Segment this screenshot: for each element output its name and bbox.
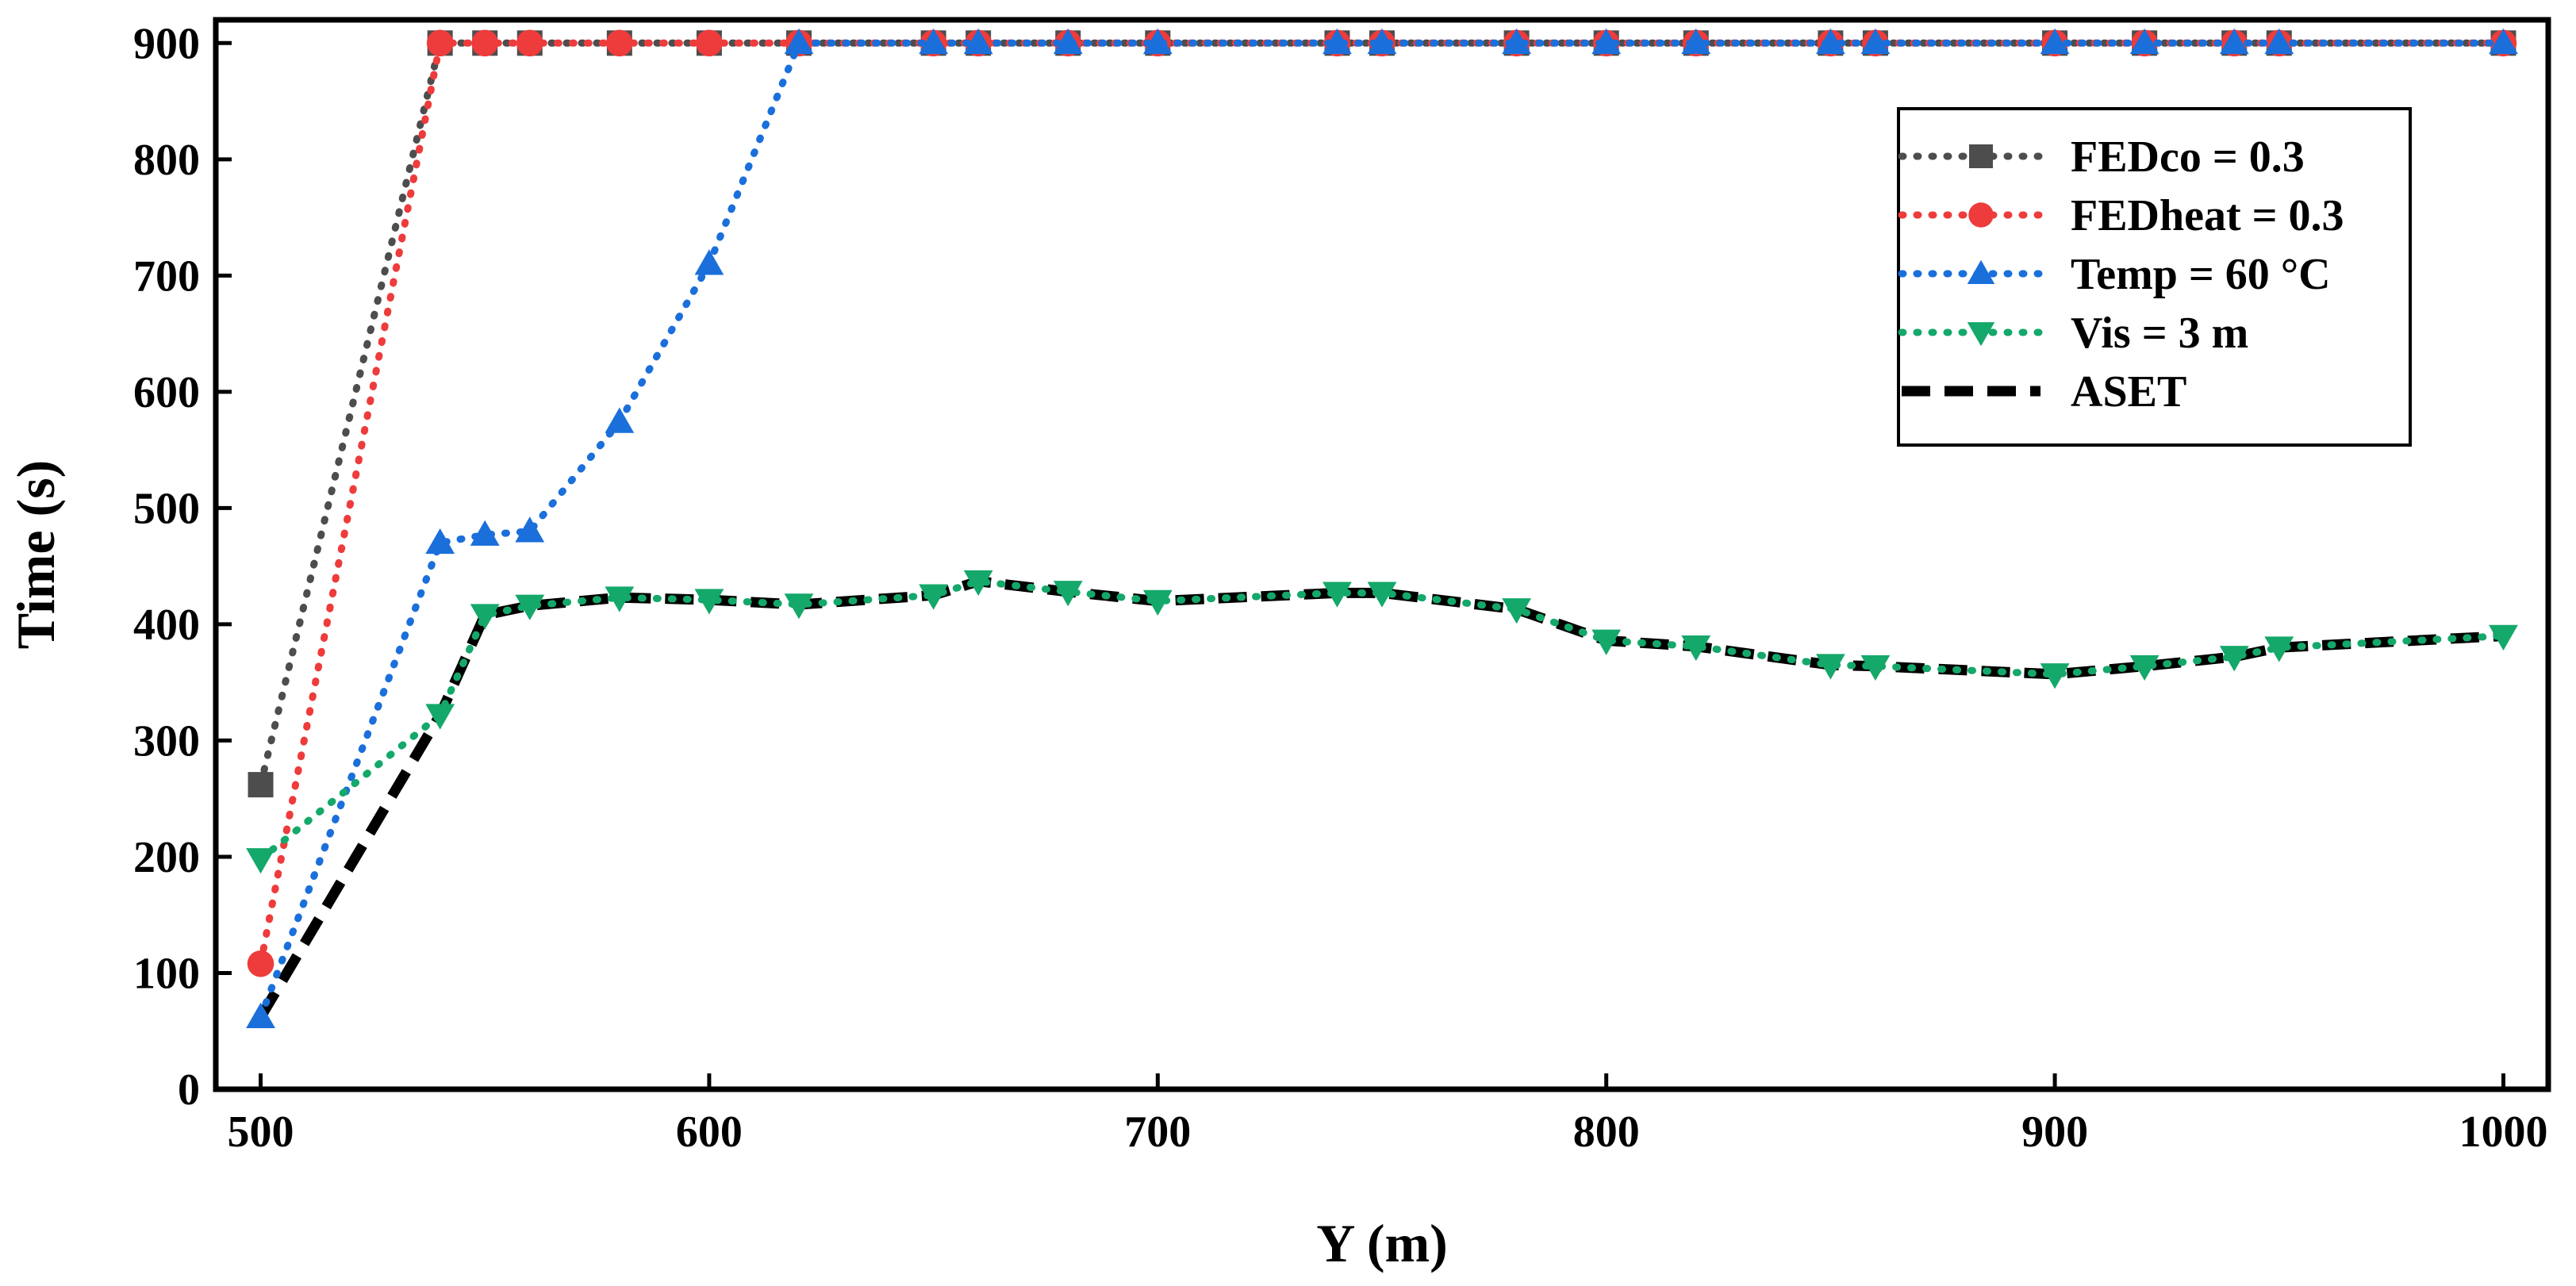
legend-label-temp-60-c: Temp = 60 °C [2071, 250, 2331, 299]
point-vis-3-m-6 [784, 593, 814, 620]
point-temp-60-c-8 [963, 28, 993, 55]
legend: FEDco = 0.3 FEDheat = 0.3 Temp = 60 °C Vis … [1897, 107, 2412, 447]
point-temp-60-c-1 [425, 528, 455, 555]
point-fedheat-0-3-4 [606, 29, 633, 57]
y-tick-label-9: 900 [133, 19, 200, 68]
y-tick-label-2: 200 [133, 833, 200, 882]
x-axis-title: Y (m) [1316, 1213, 1448, 1273]
point-temp-60-c-15 [1681, 28, 1711, 55]
series-vis-3-m [246, 570, 2518, 874]
point-vis-3-m-22 [2489, 624, 2518, 651]
point-temp-60-c-12 [1367, 28, 1397, 55]
point-temp-60-c-7 [919, 28, 949, 55]
point-temp-60-c-19 [2129, 28, 2159, 55]
point-temp-60-c-17 [1860, 28, 1891, 55]
point-temp-60-c-18 [2040, 28, 2070, 55]
point-vis-3-m-7 [919, 584, 949, 610]
series-line-vis-3-m [257, 578, 2507, 863]
point-vis-3-m-13 [1502, 598, 1532, 624]
point-temp-60-c-9 [1053, 28, 1083, 55]
point-vis-3-m-20 [2219, 646, 2249, 672]
series-aset [255, 576, 2504, 1020]
x-tick-label-4: 900 [2021, 1107, 2088, 1157]
point-temp-60-c-14 [1591, 28, 1622, 55]
series-temp-60-c [246, 28, 2518, 1028]
point-fedheat-0-3-5 [696, 29, 723, 57]
point-vis-3-m-1 [425, 704, 455, 730]
point-vis-3-m-19 [2129, 655, 2159, 681]
x-tick-label-3: 800 [1573, 1107, 1640, 1157]
legend-label-fedheat-0-3: FEDheat = 0.3 [2071, 191, 2344, 240]
point-vis-3-m-11 [1323, 582, 1352, 608]
point-temp-60-c-21 [2264, 28, 2294, 55]
y-tick-label-3: 300 [133, 716, 200, 766]
y-axis-title: Time (s) [6, 460, 66, 650]
legend-marker-fedco-0-3 [1969, 144, 1993, 168]
point-vis-3-m-4 [605, 586, 635, 612]
y-tick-label-6: 600 [133, 368, 200, 417]
legend-marker-temp-60-c [1967, 259, 1995, 284]
point-fedheat-0-3-2 [471, 29, 499, 57]
x-tick-label-1: 600 [676, 1107, 743, 1157]
point-vis-3-m-15 [1681, 635, 1711, 662]
legend-label-fedco-0-3: FEDco = 0.3 [2071, 132, 2305, 182]
point-vis-3-m-2 [470, 604, 500, 630]
point-vis-3-m-3 [515, 594, 545, 620]
series-line-temp-60-c [257, 39, 2507, 1021]
legend-label-vis-3-m: Vis = 3 m [2071, 309, 2248, 358]
point-vis-3-m-0 [246, 848, 275, 874]
y-tick-label-0: 0 [178, 1065, 200, 1115]
point-vis-3-m-17 [1860, 655, 1891, 681]
x-tick-label-0: 500 [228, 1107, 294, 1157]
point-temp-60-c-2 [470, 520, 500, 546]
point-temp-60-c-6 [784, 28, 814, 55]
point-temp-60-c-11 [1323, 28, 1352, 55]
point-vis-3-m-14 [1591, 629, 1622, 655]
y-tick-label-5: 500 [133, 484, 200, 533]
legend-marker-vis-3-m [1967, 322, 1995, 347]
point-temp-60-c-13 [1502, 28, 1532, 55]
point-temp-60-c-3 [515, 516, 545, 543]
point-temp-60-c-0 [246, 1002, 275, 1028]
point-vis-3-m-8 [963, 570, 993, 597]
x-tick-label-5: 1000 [2459, 1107, 2547, 1157]
axis-ticks: 500 600 700 800 900 1000 0 100 200 300 400 500 600 70… [133, 19, 2547, 1157]
point-vis-3-m-16 [1815, 654, 1845, 680]
point-vis-3-m-18 [2040, 663, 2070, 689]
point-temp-60-c-5 [694, 249, 724, 275]
legend-label-aset: ASET [2071, 367, 2186, 417]
point-fedheat-0-3-1 [426, 29, 454, 57]
point-vis-3-m-10 [1142, 589, 1173, 616]
point-fedheat-0-3-0 [247, 950, 274, 977]
y-tick-label-7: 700 [133, 251, 200, 301]
point-vis-3-m-12 [1367, 582, 1397, 608]
series-line-aset [255, 576, 2504, 1020]
point-vis-3-m-21 [2264, 636, 2294, 662]
point-temp-60-c-20 [2219, 28, 2249, 55]
point-fedco-0-3-0 [248, 772, 274, 798]
point-temp-60-c-16 [1815, 28, 1845, 55]
y-tick-label-8: 800 [133, 136, 200, 185]
legend-marker-fedheat-0-3 [1968, 202, 1994, 228]
y-tick-label-1: 100 [133, 949, 200, 998]
x-tick-label-2: 700 [1124, 1107, 1191, 1157]
series-layer [246, 28, 2518, 1028]
point-vis-3-m-9 [1053, 581, 1083, 607]
point-vis-3-m-5 [694, 589, 724, 615]
plot-frame [213, 17, 2551, 1092]
y-tick-label-4: 400 [133, 601, 200, 650]
point-temp-60-c-4 [605, 407, 635, 433]
point-temp-60-c-10 [1142, 28, 1173, 55]
point-fedheat-0-3-3 [516, 29, 543, 57]
point-temp-60-c-22 [2489, 28, 2518, 55]
